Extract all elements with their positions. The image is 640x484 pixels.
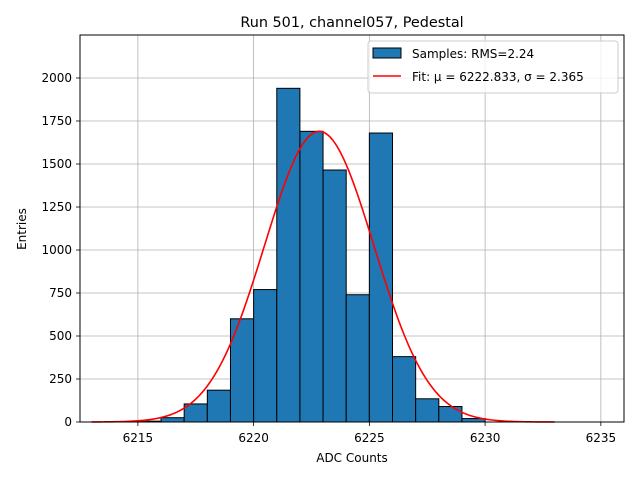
histogram-bar — [345, 294, 370, 423]
histogram-bar — [392, 356, 417, 423]
histogram-bar — [206, 389, 231, 423]
y-axis-label: Entries — [15, 208, 29, 250]
histogram-bar — [253, 289, 278, 423]
x-tick-label: 6225 — [354, 431, 385, 445]
legend-samples-swatch — [372, 47, 402, 59]
histogram-bar — [438, 406, 463, 423]
x-tick-label: 6235 — [586, 431, 617, 445]
y-axis-ticks: 0 250 500 750 1000 1250 1500 1750 2000 — [41, 71, 80, 429]
y-tick-label: 250 — [49, 372, 72, 386]
y-tick-label: 750 — [49, 286, 72, 300]
y-tick-label: 2000 — [41, 71, 72, 85]
x-tick-label: 6230 — [470, 431, 501, 445]
x-axis-ticks: 6215 6220 6225 6230 6235 — [123, 422, 617, 445]
histogram-bar — [322, 169, 347, 423]
histogram-bar — [160, 417, 185, 423]
fit-curve — [91, 130, 555, 423]
histogram-bars — [137, 87, 486, 423]
axes-frame — [79, 34, 625, 423]
y-tick-label: 0 — [64, 415, 72, 429]
y-tick-label: 1500 — [41, 157, 72, 171]
histogram-bar — [368, 132, 394, 423]
y-tick-label: 1250 — [41, 200, 72, 214]
histogram-bar — [299, 130, 324, 423]
legend: Samples: RMS=2.24 Fit: μ = 6222.833, σ =… — [367, 40, 619, 94]
legend-fit-label: Fit: μ = 6222.833, σ = 2.365 — [412, 70, 584, 84]
x-tick-label: 6215 — [123, 431, 154, 445]
histogram-bar — [415, 398, 440, 423]
y-tick-label: 1000 — [41, 243, 72, 257]
legend-samples-label: Samples: RMS=2.24 — [412, 47, 534, 61]
y-tick-label: 500 — [49, 329, 72, 343]
legend-box — [367, 40, 619, 94]
x-axis-label: ADC Counts — [316, 451, 388, 465]
x-tick-label: 6220 — [238, 431, 269, 445]
histogram-bar — [276, 87, 301, 423]
y-tick-label: 1750 — [41, 114, 72, 128]
chart-title: Run 501, channel057, Pedestal — [240, 15, 463, 31]
